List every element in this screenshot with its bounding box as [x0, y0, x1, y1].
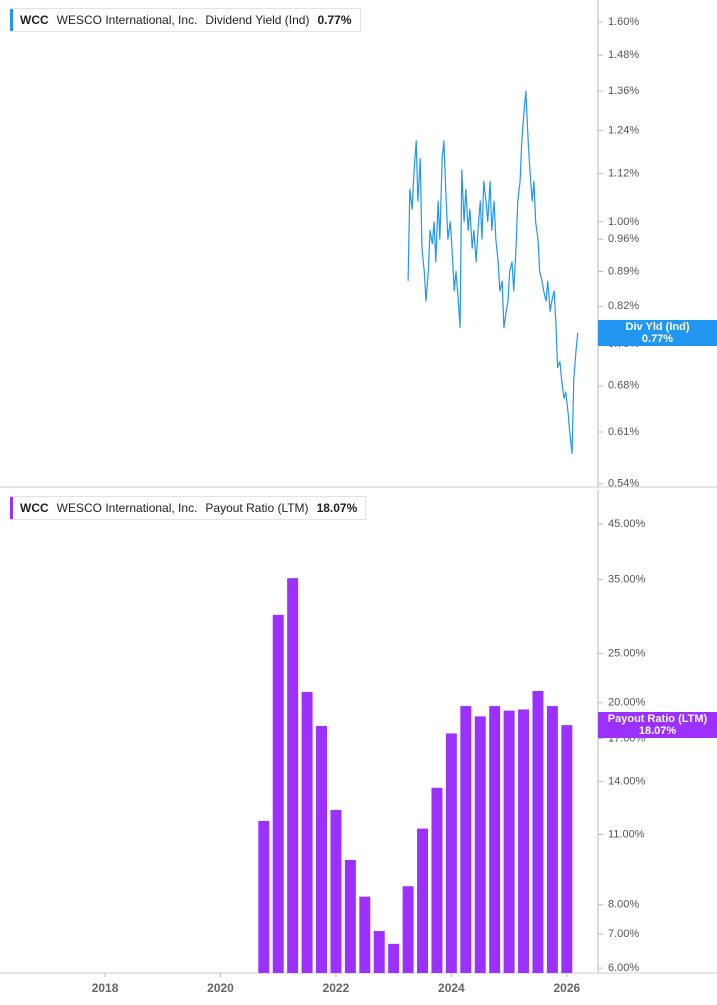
bar	[359, 896, 371, 973]
bar	[518, 709, 530, 973]
legend: WCC WESCO International, Inc. Dividend Y…	[10, 8, 361, 32]
y-tick-label: 25.00%	[608, 647, 646, 659]
y-tick-label: 0.82%	[608, 300, 639, 312]
company: WESCO International, Inc.	[56, 501, 198, 515]
bar	[301, 691, 313, 973]
bar	[417, 828, 429, 973]
last-value-badge: Div Yld (Ind) 0.77%	[598, 319, 717, 346]
y-tick-label: 35.00%	[608, 573, 646, 585]
bar	[402, 886, 414, 973]
y-tick-label: 1.24%	[608, 124, 639, 136]
bar	[561, 725, 573, 973]
bar	[503, 710, 515, 973]
y-tick-label: 1.48%	[608, 49, 639, 61]
bar	[546, 706, 558, 973]
x-tick-label: 2024	[438, 981, 465, 995]
ticker: WCC	[20, 13, 49, 27]
y-tick-label: 8.00%	[608, 899, 639, 911]
x-tick-label: 2026	[553, 981, 580, 995]
ticker: WCC	[20, 501, 49, 515]
bar	[330, 809, 342, 973]
legend-color	[10, 497, 13, 519]
y-tick-label: 1.12%	[608, 168, 639, 180]
company: WESCO International, Inc.	[56, 13, 198, 27]
bar	[272, 614, 284, 973]
y-tick-label: 20.00%	[608, 697, 646, 709]
metric: Dividend Yield (Ind)	[205, 13, 310, 27]
badge-value: 18.07%	[638, 725, 677, 738]
y-tick-label: 0.61%	[608, 426, 639, 438]
badge-label: Payout Ratio (LTM)	[607, 713, 708, 726]
bar	[316, 725, 327, 973]
legend-color	[10, 9, 13, 31]
bar	[388, 943, 400, 973]
y-tick-label: 11.00%	[608, 828, 645, 840]
legend-value: 18.07%	[316, 501, 358, 515]
x-tick-label: 2018	[92, 981, 119, 995]
bar	[258, 820, 270, 973]
y-tick-label: 6.00%	[608, 962, 639, 974]
bar	[445, 733, 457, 973]
bar	[287, 578, 299, 973]
bar	[474, 716, 486, 973]
bar	[532, 690, 544, 973]
x-tick-label: 2022	[323, 981, 350, 995]
y-tick-label: 0.96%	[608, 233, 639, 245]
y-tick-label: 14.00%	[608, 775, 646, 787]
bar	[431, 787, 443, 973]
bar	[373, 931, 385, 973]
y-tick-label: 1.36%	[608, 85, 639, 97]
metric: Payout Ratio (LTM)	[205, 501, 309, 515]
x-tick-label: 2020	[207, 981, 234, 995]
legend-value: 0.77%	[317, 13, 352, 27]
y-tick-label: 1.60%	[608, 16, 639, 28]
data-line	[407, 90, 579, 455]
bar	[344, 860, 356, 973]
y-tick-label: 0.68%	[608, 380, 639, 392]
y-tick-label: 1.00%	[608, 216, 639, 228]
bar	[460, 706, 472, 973]
badge-label: Div Yld (Ind)	[625, 320, 690, 333]
y-tick-label: 45.00%	[608, 518, 646, 530]
badge-value: 0.77%	[641, 332, 674, 345]
last-value-badge: Payout Ratio (LTM) 18.07%	[598, 712, 717, 739]
bar	[489, 706, 501, 973]
y-tick-label: 0.89%	[608, 265, 639, 277]
y-tick-label: 0.54%	[608, 478, 639, 490]
legend: WCC WESCO International, Inc. Payout Rat…	[10, 496, 367, 520]
y-tick-label: 7.00%	[608, 928, 639, 940]
